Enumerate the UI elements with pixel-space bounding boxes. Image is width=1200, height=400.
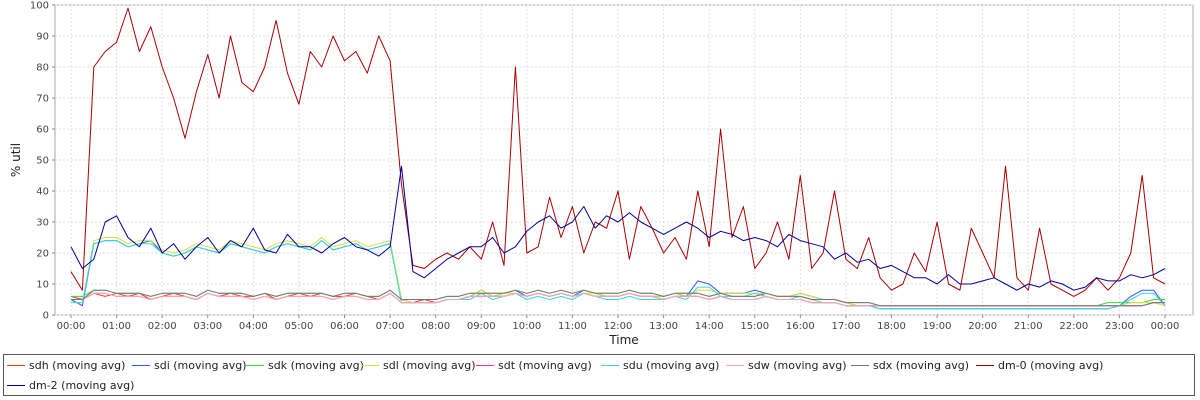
legend-item: dm-2 (moving avg) xyxy=(7,377,134,395)
y-tick-label: 30 xyxy=(36,218,49,229)
legend-label: sdu (moving avg) xyxy=(623,359,720,372)
x-tick-label: 01:00 xyxy=(102,321,131,332)
legend-swatch xyxy=(726,364,744,366)
chart-legend: sdh (moving avg) sdi (moving avg) sdk (mov… xyxy=(3,354,1195,396)
legend-label: sdk (moving avg) xyxy=(268,359,364,372)
legend-swatch xyxy=(132,364,150,366)
series-line-dm-2 xyxy=(70,165,1166,291)
legend-item: dm-0 (moving avg) xyxy=(976,357,1103,375)
x-tick-label: 02:00 xyxy=(148,321,177,332)
legend-label: dm-2 (moving avg) xyxy=(29,379,135,392)
x-tick-label: 18:00 xyxy=(877,321,906,332)
legend-item: sdi (moving avg) xyxy=(132,357,247,375)
legend-item: sdu (moving avg) xyxy=(601,357,719,375)
y-tick-label: 20 xyxy=(36,249,49,260)
y-tick-label: 70 xyxy=(36,94,49,105)
y-tick-label: 50 xyxy=(36,156,49,167)
legend-swatch xyxy=(976,364,994,366)
gridlines xyxy=(55,4,1193,316)
x-tick-label: 15:00 xyxy=(740,321,769,332)
x-tick-label: 16:00 xyxy=(786,321,815,332)
legend-swatch xyxy=(7,364,25,366)
x-tick-label: 11:00 xyxy=(558,321,587,332)
y-tick-label: 90 xyxy=(36,32,49,43)
y-tick-label: 10 xyxy=(36,280,49,291)
series-line-sdx xyxy=(71,289,1165,307)
legend-item: sdh (moving avg) xyxy=(7,357,125,375)
x-tick-label: 00:00 xyxy=(1151,321,1180,332)
legend-swatch xyxy=(601,364,619,366)
series-lines xyxy=(70,7,1166,310)
legend-label: sdl (moving avg) xyxy=(383,359,476,372)
x-tick-label: 06:00 xyxy=(330,321,359,332)
legend-swatch xyxy=(246,364,264,366)
legend-item: sdx (moving avg) xyxy=(851,357,969,375)
legend-swatch xyxy=(361,364,379,366)
x-tick-label: 05:00 xyxy=(285,321,314,332)
x-axis-ticks: 00:00 01:00 02:00 03:00 04:00 05:00 06:00 07:00… xyxy=(57,315,1180,332)
x-tick-label: 09:00 xyxy=(467,321,496,332)
x-tick-label: 19:00 xyxy=(923,321,952,332)
x-tick-label: 14:00 xyxy=(695,321,724,332)
x-tick-label: 13:00 xyxy=(649,321,678,332)
y-tick-label: 100 xyxy=(30,1,49,12)
legend-item: sdk (moving avg) xyxy=(246,357,364,375)
line-chart: 0 10 20 30 40 50 60 70 80 90 100 00:00 01:00 02:00 03… xyxy=(9,1,1194,347)
series-line-sdu xyxy=(71,240,1166,310)
series-line-dm-0 xyxy=(70,7,1166,297)
legend-swatch xyxy=(7,384,25,386)
legend-item: sdt (moving avg) xyxy=(476,357,592,375)
y-tick-label: 80 xyxy=(36,63,49,74)
x-tick-label: 23:00 xyxy=(1105,321,1134,332)
x-tick-label: 17:00 xyxy=(832,321,861,332)
legend-item: sdl (moving avg) xyxy=(361,357,476,375)
x-tick-label: 10:00 xyxy=(512,321,541,332)
legend-label: sdx (moving avg) xyxy=(873,359,969,372)
x-tick-label: 08:00 xyxy=(421,321,450,332)
legend-item: sdw (moving avg) xyxy=(726,357,846,375)
x-axis-title: Time xyxy=(608,333,638,347)
x-tick-label: 07:00 xyxy=(376,321,405,332)
legend-label: sdt (moving avg) xyxy=(498,359,592,372)
legend-swatch xyxy=(851,364,869,366)
x-tick-label: 21:00 xyxy=(1014,321,1043,332)
x-tick-label: 03:00 xyxy=(193,321,222,332)
x-tick-label: 22:00 xyxy=(1059,321,1088,332)
legend-label: dm-0 (moving avg) xyxy=(998,359,1104,372)
y-tick-label: 0 xyxy=(43,311,49,322)
x-tick-label: 00:00 xyxy=(57,321,86,332)
y-tick-label: 40 xyxy=(36,187,49,198)
legend-label: sdi (moving avg) xyxy=(154,359,247,372)
y-axis-ticks: 0 10 20 30 40 50 60 70 80 90 100 xyxy=(30,1,55,322)
y-tick-label: 60 xyxy=(36,125,49,136)
legend-label: sdw (moving avg) xyxy=(748,359,847,372)
x-tick-label: 04:00 xyxy=(239,321,268,332)
x-tick-label: 12:00 xyxy=(604,321,633,332)
legend-label: sdh (moving avg) xyxy=(29,359,126,372)
y-axis-title: % util xyxy=(9,143,23,177)
legend-swatch xyxy=(476,364,494,366)
x-tick-label: 20:00 xyxy=(968,321,997,332)
